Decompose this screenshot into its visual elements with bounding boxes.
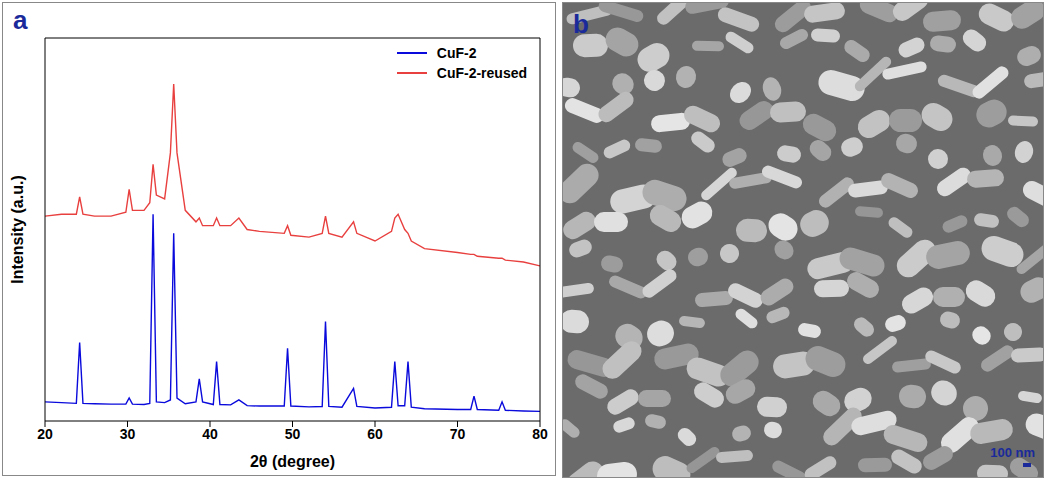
svg-text:30: 30: [120, 426, 136, 442]
svg-text:20: 20: [37, 426, 53, 442]
svg-text:100 nm: 100 nm: [990, 445, 1035, 460]
svg-text:b: b: [573, 9, 589, 39]
html-text:CuF-2: CuF-2: [436, 45, 477, 61]
svg-text:2θ (degree): 2θ (degree): [250, 453, 335, 470]
svg-text:60: 60: [367, 426, 383, 442]
svg-text:40: 40: [202, 426, 218, 442]
svg-text:Intensity (a.u.): Intensity (a.u.): [9, 175, 26, 283]
html-text:a: a: [13, 5, 28, 35]
svg-text:50: 50: [285, 426, 301, 442]
svg-text:80: 80: [532, 426, 548, 442]
svg-text:70: 70: [450, 426, 466, 442]
html-text:CuF-2-reused: CuF-2-reused: [436, 65, 527, 81]
